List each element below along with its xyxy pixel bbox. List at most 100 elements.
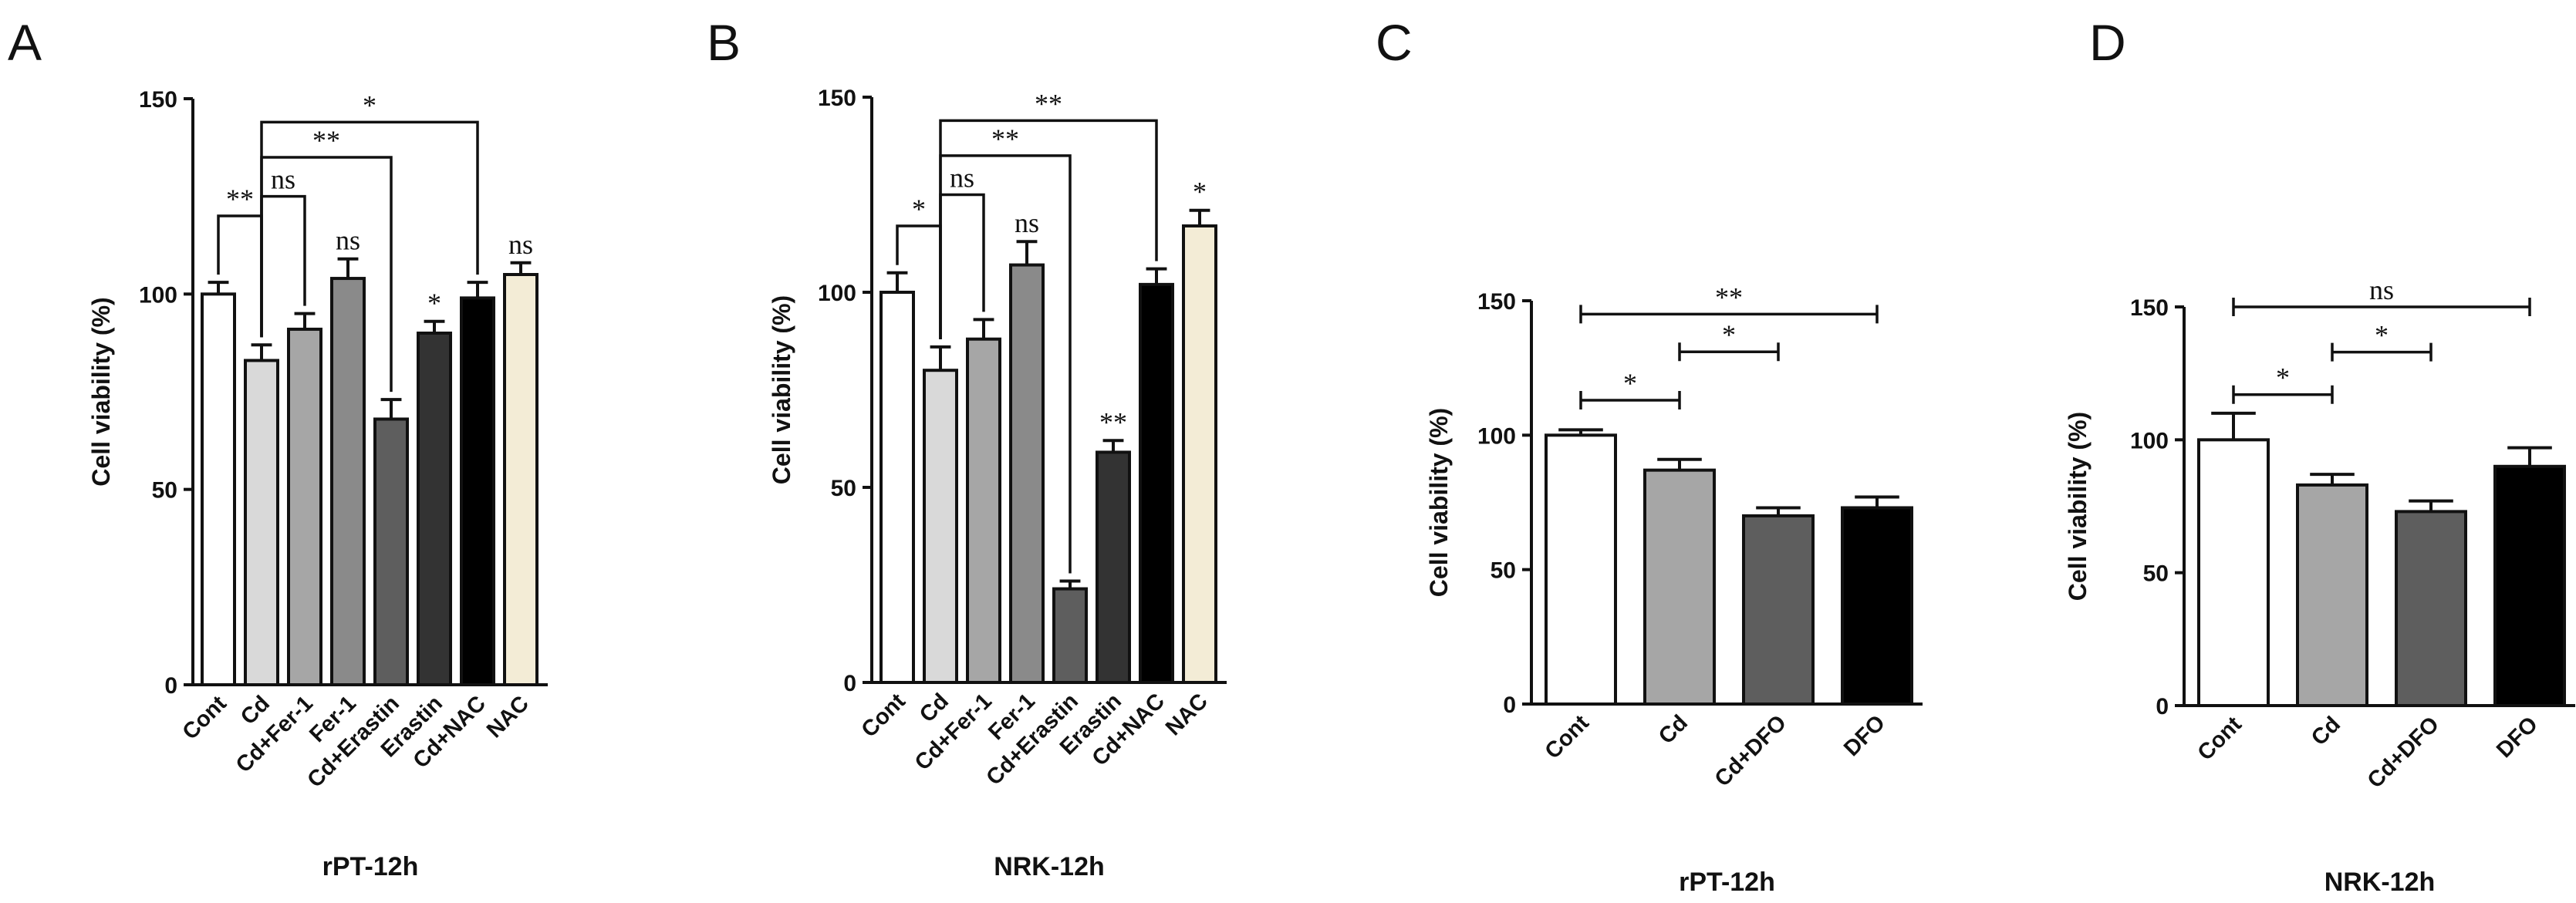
chart-panel-c: C 0 50 100 150 Cell viability (%) rPT-12h Cont C… — [1376, 14, 1923, 897]
bar-erastin — [417, 332, 452, 686]
x-tick-label: Cd+DFO — [1710, 710, 1791, 791]
comparison-bracket — [1678, 342, 1780, 362]
y-tick-label: 150 — [818, 86, 856, 111]
x-tick-label: Cont — [857, 689, 911, 743]
x-tick-label: NAC — [482, 691, 534, 743]
y-tick-label: 0 — [164, 673, 177, 699]
error-bar — [1756, 506, 1801, 516]
comparison-bracket — [2232, 298, 2531, 316]
error-bar — [294, 312, 316, 329]
comparison-label: ** — [1715, 281, 1743, 312]
comparison-label: ** — [226, 184, 254, 214]
error-bar — [424, 319, 445, 333]
y-tick-label: 0 — [2156, 694, 2169, 719]
bar-fer-1 — [1009, 263, 1045, 684]
error-bar — [208, 281, 229, 295]
x-axis-title: NRK-12h — [2324, 868, 2436, 897]
chart-panel-d: D 0 50 100 150 Cell viability (%) NRK-12h Cont C… — [2064, 14, 2575, 897]
comparison-label: * — [1623, 368, 1637, 399]
y-axis-label: Cell viability (%) — [2064, 412, 2092, 601]
error-bar — [2409, 499, 2453, 512]
y-tick-label: 150 — [2130, 295, 2169, 321]
error-bar — [2310, 473, 2355, 485]
error-bar — [1855, 495, 1899, 508]
error-bar — [1189, 208, 1210, 226]
bar-cont — [879, 291, 915, 684]
comparison-bracket — [260, 120, 479, 338]
y-tick-label: 100 — [1477, 423, 1516, 449]
comparison-label: ** — [1035, 88, 1062, 119]
bar-significance-label: * — [427, 288, 441, 318]
error-bar — [2211, 411, 2256, 440]
x-tick-label: Cd — [2307, 712, 2345, 750]
x-tick-label: Cont — [178, 691, 232, 745]
error-bar — [1102, 439, 1124, 453]
comparison-label: * — [912, 194, 926, 224]
error-bar — [1558, 428, 1603, 436]
comparison-label: ns — [271, 164, 295, 195]
error-bar — [251, 343, 272, 361]
comparison-label: * — [1722, 319, 1736, 350]
bar-cd-dfo — [2395, 510, 2467, 707]
x-tick-label: NAC — [1161, 689, 1213, 740]
y-tick-label: 150 — [139, 87, 177, 113]
bar-cd — [1643, 468, 1716, 706]
x-axis-title: rPT-12h — [1679, 868, 1775, 897]
y-tick-label: 0 — [1503, 692, 1516, 718]
error-bar — [1146, 267, 1167, 285]
bar-cd — [2296, 483, 2368, 708]
panel-letter: A — [8, 14, 42, 71]
y-axis-label: Cell viability (%) — [768, 295, 795, 484]
bar-cd-fer-1 — [966, 337, 1001, 684]
panel-letter: D — [2089, 14, 2126, 71]
y-tick-label: 100 — [818, 281, 856, 306]
x-axis-title: NRK-12h — [994, 852, 1105, 881]
x-tick-label: DFO — [2492, 712, 2543, 763]
error-bar — [510, 261, 532, 275]
comparison-bracket — [939, 119, 1158, 339]
comparison-label: * — [2276, 362, 2290, 393]
bar-significance-label: ** — [1099, 406, 1127, 437]
error-bar — [2507, 446, 2552, 467]
y-axis-label: Cell viability (%) — [87, 297, 115, 486]
bar-significance-label: * — [1193, 177, 1207, 207]
y-tick-label: 100 — [139, 282, 177, 308]
comparison-label: ** — [312, 125, 340, 156]
error-bar — [1016, 240, 1038, 265]
comparison-bracket — [939, 193, 985, 339]
x-tick-label: Cont — [2193, 712, 2247, 766]
comparison-bracket — [2232, 385, 2334, 404]
x-tick-label: Cont — [1541, 710, 1595, 764]
bar-significance-label: ns — [1015, 207, 1039, 238]
bar-cd-erastin — [373, 417, 409, 686]
y-axis-label: Cell viability (%) — [1425, 408, 1453, 597]
bar-cd — [923, 369, 958, 684]
y-tick-label: 50 — [2143, 561, 2169, 587]
bar-cd-erastin — [1052, 587, 1088, 684]
error-bar — [1059, 579, 1081, 589]
comparison-bracket — [2331, 342, 2433, 362]
y-tick-label: 100 — [2130, 428, 2169, 453]
bar-erastin — [1096, 450, 1131, 685]
comparison-bracket — [939, 154, 1072, 574]
x-tick-label: Cd — [1654, 710, 1693, 749]
y-tick-label: 50 — [152, 478, 177, 504]
x-tick-label: Cd+DFO — [2363, 712, 2444, 793]
x-tick-label: DFO — [1839, 710, 1890, 761]
bar-significance-label: ns — [336, 225, 360, 256]
error-bar — [930, 345, 951, 371]
y-tick-label: 0 — [843, 671, 856, 696]
error-bar — [380, 398, 402, 419]
x-axis-title: rPT-12h — [322, 852, 419, 881]
comparison-label: * — [2375, 320, 2389, 351]
error-bar — [337, 257, 359, 279]
bar-cd-nac — [460, 296, 495, 686]
bar-cont — [1545, 433, 1617, 706]
comparison-label: ns — [2369, 275, 2394, 305]
comparison-bracket — [1579, 391, 1681, 410]
bar-cd-dfo — [1742, 514, 1815, 706]
error-bar — [1657, 457, 1702, 470]
